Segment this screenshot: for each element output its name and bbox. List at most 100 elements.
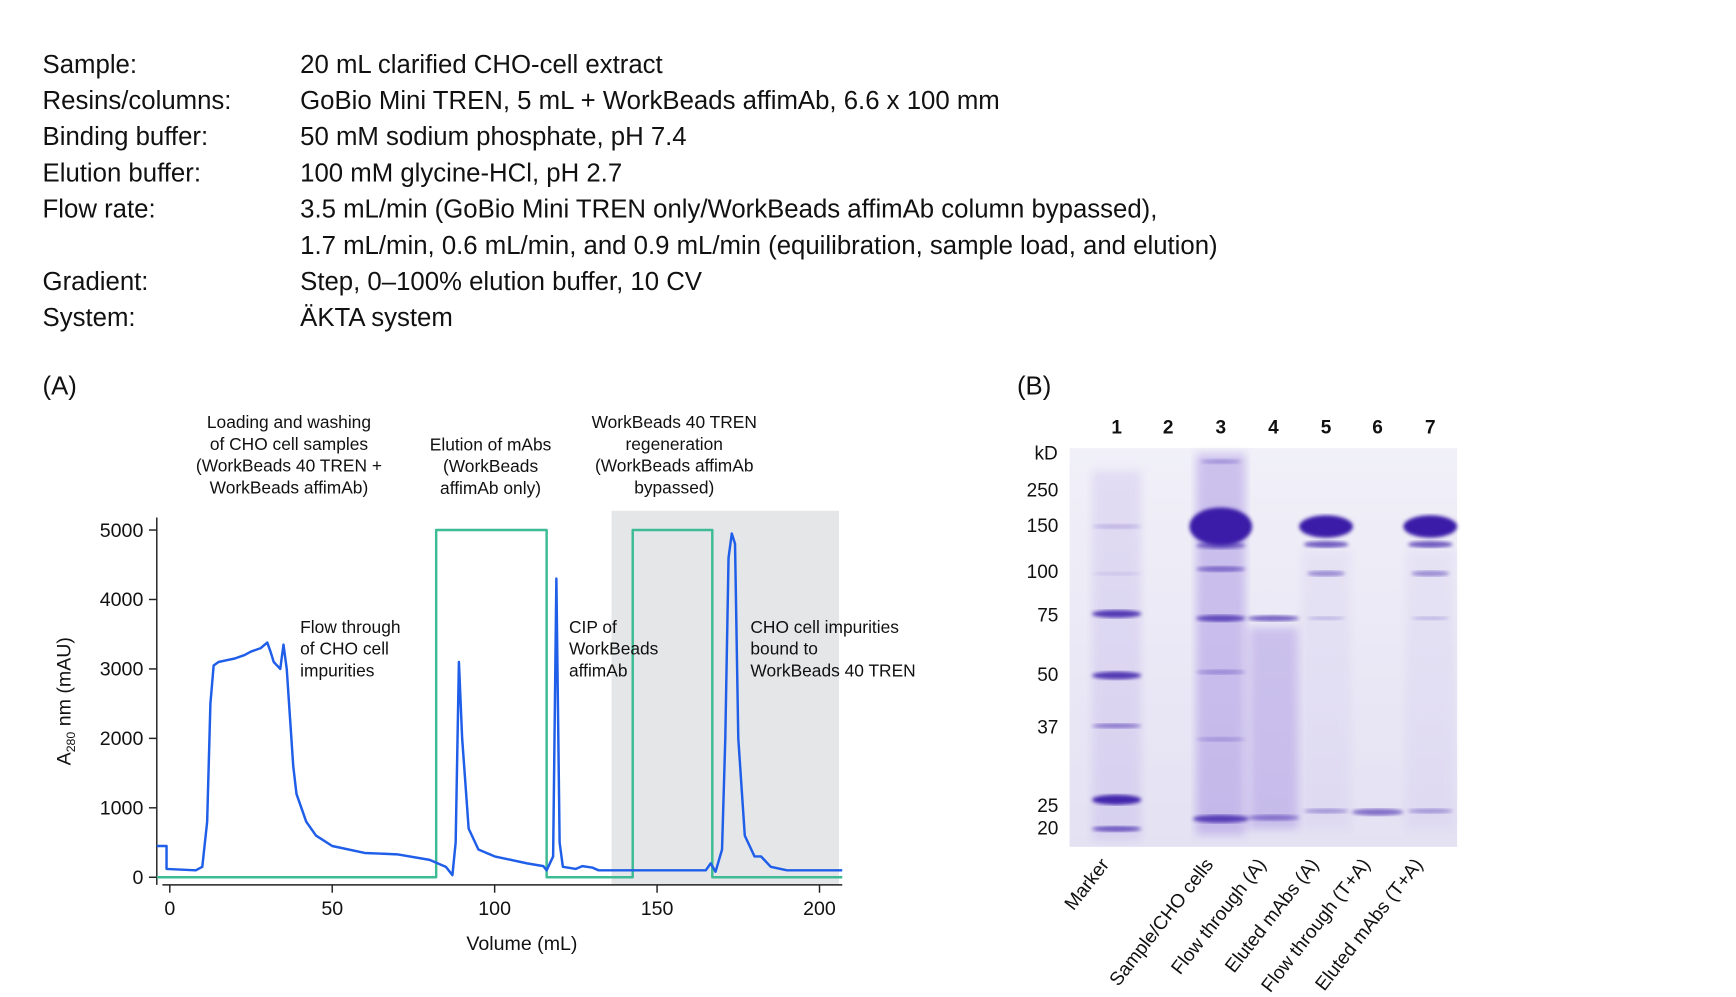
lane-number: 5 (1321, 418, 1332, 439)
lane-name: Eluted mAbs (A) (1221, 855, 1323, 977)
annotation: (WorkBeads affimAb (595, 456, 754, 476)
y-axis-label-sub: 280 (64, 732, 78, 753)
lane-number: 7 (1425, 418, 1436, 439)
gel-band (1092, 524, 1142, 529)
mw-label: 100 (1027, 562, 1059, 583)
annotation: WorkBeads affimAb) (210, 477, 369, 497)
mw-label: 25 (1037, 796, 1058, 817)
annotation: affimAb (569, 661, 628, 681)
gel-band (1351, 808, 1404, 816)
gel-band (1196, 737, 1246, 742)
mw-label: 50 (1037, 665, 1058, 686)
param-value: 100 mM glycine-HCl, pH 2.7 (300, 159, 622, 187)
param-value: ÄKTA system (300, 304, 453, 332)
x-axis-label: Volume (mL) (466, 933, 577, 955)
gel-smear (1405, 548, 1455, 829)
param-label: System: (43, 304, 136, 332)
y-tick-label: 0 (132, 867, 143, 889)
gel-band (1303, 808, 1349, 814)
annotation: (WorkBeads (443, 456, 539, 476)
lane-name: Marker (1061, 854, 1114, 914)
annotation: of CHO cell samples (210, 434, 369, 454)
gel-band (1092, 609, 1142, 618)
gel-band (1303, 541, 1349, 548)
gel-band (1196, 614, 1246, 622)
x-tick-label: 100 (478, 898, 511, 920)
param-label: Elution buffer: (43, 159, 201, 187)
x-tick-label: 0 (164, 898, 175, 920)
data-line (156, 532, 843, 877)
annotation: of CHO cell (300, 639, 389, 659)
panel-label: (A) (43, 372, 77, 400)
y-tick-label: 5000 (100, 520, 144, 542)
lane-number: 6 (1372, 418, 1383, 439)
x-tick-label: 50 (321, 898, 343, 920)
gel-band (1411, 570, 1450, 577)
param-label: Gradient: (43, 268, 149, 296)
annotation: Elution of mAbs (430, 434, 552, 454)
gel-band (1092, 671, 1142, 680)
gel-band (1247, 615, 1300, 622)
gel-band (1192, 814, 1249, 823)
lane-number: 4 (1268, 418, 1279, 439)
annotation: bypassed) (634, 477, 714, 497)
y-tick-label: 1000 (100, 798, 144, 820)
panel-label: (B) (1017, 372, 1051, 400)
param-label: Sample: (43, 51, 137, 79)
annotation: WorkBeads (569, 639, 659, 659)
mw-unit: kD (1034, 443, 1057, 464)
gel-smear (1092, 470, 1142, 841)
y-tick-label: 3000 (100, 659, 144, 681)
y-axis-label-main: A (54, 751, 76, 765)
annotation: regeneration (625, 434, 722, 454)
y-tick-label: 2000 (100, 728, 144, 750)
gel-band (1307, 570, 1346, 577)
lane-number: 2 (1163, 418, 1174, 439)
param-value: GoBio Mini TREN, 5 mL + WorkBeads affimA… (300, 87, 1000, 115)
mw-label: 20 (1037, 819, 1058, 840)
annotation: (WorkBeads 40 TREN + (196, 456, 382, 476)
gel-band (1403, 515, 1458, 538)
gel-band (1092, 794, 1142, 805)
annotation: WorkBeads 40 TREN (750, 661, 915, 681)
lane-name: Flow through (A) (1168, 855, 1271, 979)
param-value: 50 mM sodium phosphate, pH 7.4 (300, 123, 686, 151)
lane-number: 1 (1111, 418, 1122, 439)
gel-band (1247, 814, 1300, 821)
gel-band (1092, 571, 1142, 576)
gel-band (1196, 669, 1246, 675)
gel-band (1307, 616, 1346, 621)
y-axis-label-rest: nm (mAU) (54, 637, 76, 732)
y-axis-label: A280 nm (mAU) (54, 637, 78, 765)
x-tick-label: 150 (641, 898, 674, 920)
lane-number: 3 (1216, 418, 1227, 439)
annotation: impurities (300, 661, 375, 681)
gel-band (1189, 507, 1253, 546)
gel-smear (1301, 548, 1351, 829)
param-label: Flow rate: (43, 196, 156, 224)
data-line (156, 528, 843, 879)
mw-label: 75 (1037, 606, 1058, 627)
gel-band (1407, 808, 1453, 814)
param-label: Resins/columns: (43, 87, 232, 115)
annotation: Flow through (300, 617, 400, 637)
param-value: Step, 0–100% elution buffer, 10 CV (300, 268, 703, 296)
param-value: 1.7 mL/min, 0.6 mL/min, and 0.9 mL/min (… (300, 232, 1217, 260)
param-label: Binding buffer: (43, 123, 209, 151)
gel-smear (1248, 627, 1299, 829)
param-value: 20 mL clarified CHO-cell extract (300, 51, 663, 79)
annotation: Loading and washing (207, 412, 371, 432)
annotation: CIP of (569, 617, 617, 637)
gel-band (1092, 826, 1142, 832)
gel-band (1411, 616, 1450, 621)
gel-band (1299, 515, 1353, 538)
annotation: WorkBeads 40 TREN (592, 412, 757, 432)
param-value: 3.5 mL/min (GoBio Mini TREN only/WorkBea… (300, 196, 1157, 224)
x-tick-label: 200 (803, 898, 836, 920)
mw-label: 150 (1027, 516, 1059, 537)
annotation: bound to (750, 639, 818, 659)
annotation: affimAb only) (440, 478, 541, 498)
gel-band (1092, 723, 1142, 729)
